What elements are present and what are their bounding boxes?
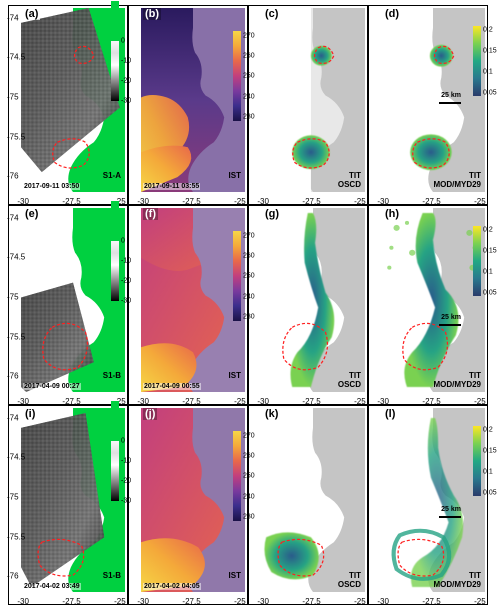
sar-timestamp: 2017-09-11 03:50 xyxy=(23,183,80,190)
panel-b: (b) IST 2017-09-11 03:55 270260250240230… xyxy=(128,5,248,205)
panel-a: (a) S1-A 2017-09-11 03:50 0-10-20-30 -74… xyxy=(8,5,128,205)
sat-label: S1-A xyxy=(103,171,121,180)
ist-label: IST xyxy=(229,171,241,180)
panel-f: (f) IST 2017-04-09 00:55 270260250240230… xyxy=(128,205,248,405)
panel-d: (d) 25 km TIT MOD/MYD29 0.20.150.10.05 -… xyxy=(368,5,488,205)
colorbar-tit: 0.20.150.10.05 xyxy=(473,26,481,96)
panel-k: (k) TIT OSCD -30 -27.5 -25 xyxy=(248,405,368,605)
panel-g: (g) TIT OSCD -30 -27.5 -25 xyxy=(248,205,368,405)
colorbar-ist: 270260250240230 xyxy=(233,31,241,121)
panel-i: (i) S1-B 2017-04-02 03:49 0-10-20-30 -74… xyxy=(8,405,128,605)
panel-label: (a) xyxy=(23,8,40,20)
panel-e: (e) S1-B 2017-04-09 00:27 0-10-20-30 -74… xyxy=(8,205,128,405)
scale-bar xyxy=(439,102,461,104)
figure-grid: (a) S1-A 2017-09-11 03:50 0-10-20-30 -74… xyxy=(8,5,488,605)
colorbar-sar: 0-10-20-30 xyxy=(111,41,119,101)
panel-c: (c) TIT OSCD -30 -27.5 -25 xyxy=(248,5,368,205)
panel-j: (j) IST 2017-04-02 04:05 270260250240230… xyxy=(128,405,248,605)
panel-l: (l) 25 km TIT MOD/MYD29 0.20.150.10.05 -… xyxy=(368,405,488,605)
panel-h: (h) 25 km TIT MOD/MYD29 0.20.150.10.05 -… xyxy=(368,205,488,405)
